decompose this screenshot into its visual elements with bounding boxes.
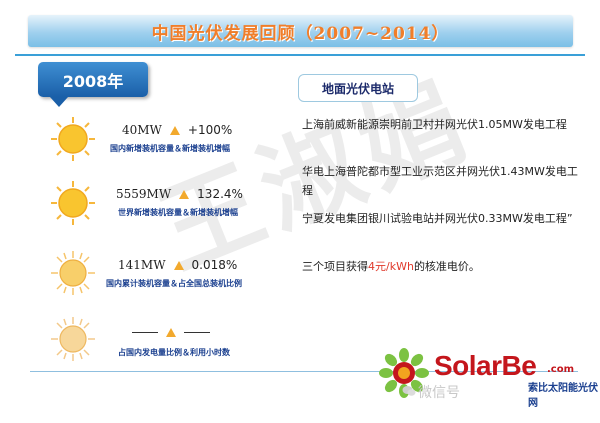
wechat-label: 微信号 (418, 385, 460, 401)
station-item: 上海前威新能源崇明前卫村并网光伏1.05MW发电工程 (302, 118, 567, 131)
sun-icon (51, 181, 95, 225)
page-title: 中国光伏发展回顾（2007~2014） (151, 24, 450, 44)
up-arrow-icon (173, 260, 184, 270)
price-prefix: 三个项目获得 (302, 260, 368, 273)
year-badge-pointer (50, 97, 68, 107)
brand-tagline: 索比太阳能光伏网 (528, 383, 598, 409)
stat-row: 40MW +100% (122, 123, 232, 137)
stat-value: 5559MW (116, 187, 172, 201)
wechat-icon (402, 386, 416, 396)
stat-change: 0.018% (191, 258, 238, 272)
title-band: 中国光伏发展回顾（2007~2014） (28, 15, 573, 47)
stat-value: 141MW (118, 258, 166, 272)
station-item: 华电上海普陀都市型工业示范区并网光伏1.43MW发电工程 (302, 165, 578, 197)
stat-row: 5559MW 132.4% (116, 187, 243, 201)
brand-logo-text: SolarBe (434, 350, 537, 381)
price-suffix: 的核准电价。 (413, 260, 480, 273)
sun-icon (51, 317, 95, 361)
stat-label: 占国内发电量比例＆利用小时数 (118, 348, 230, 357)
up-arrow-icon (166, 327, 176, 337)
stat-change: +100% (187, 123, 233, 137)
footer-divider (30, 371, 578, 372)
stat-row (132, 325, 210, 339)
sun-icon (51, 117, 95, 161)
empty-value-dash (132, 332, 158, 333)
stat-row: 141MW 0.018% (118, 258, 237, 272)
title-divider (15, 54, 585, 56)
year-badge: 2008年 (38, 62, 148, 97)
empty-value-dash (184, 332, 210, 333)
sunflower-logo-icon (379, 348, 429, 398)
stat-change: 132.4% (197, 187, 243, 201)
station-item: 宁夏发电集团银川试验电站并网光伏0.33MW发电工程” (302, 212, 573, 225)
sun-icon (51, 251, 95, 295)
up-arrow-icon (179, 189, 190, 199)
stat-label: 国内新增装机容量＆新增装机增幅 (110, 144, 230, 153)
stat-label: 国内累计装机容量＆占全国总装机比例 (106, 279, 242, 288)
up-arrow-icon (169, 125, 180, 135)
section-heading: 地面光伏电站 (298, 74, 418, 102)
brand-domain: .com (547, 364, 575, 375)
price-value: 4元/kWh (368, 260, 414, 273)
price-note: 三个项目获得4元/kWh的核准电价。 (302, 257, 582, 276)
stat-value: 40MW (122, 123, 162, 137)
stat-label: 世界新增装机容量＆新增装机增幅 (118, 208, 238, 217)
